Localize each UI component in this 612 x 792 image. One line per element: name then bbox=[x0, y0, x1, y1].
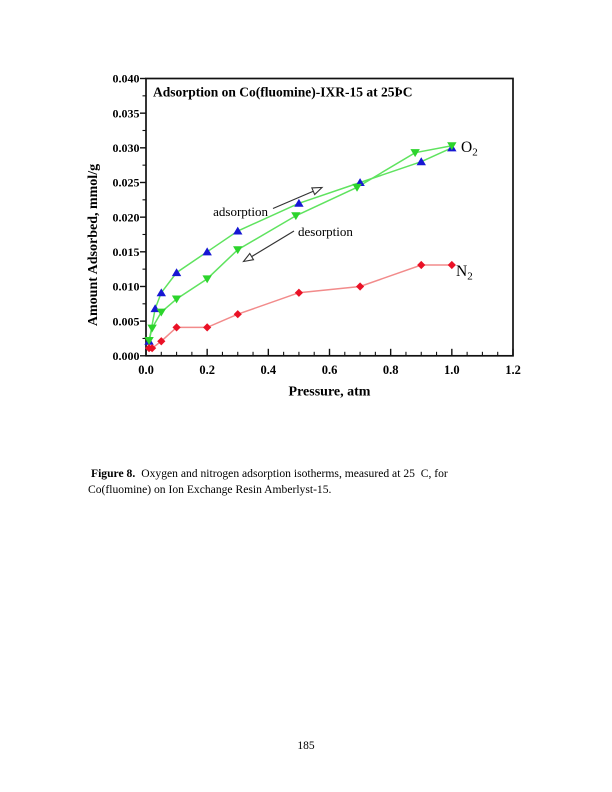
figure-8-chart: 0.0 0.2 0.4 0.6 0.8 1.0 1.2 0.000 0.005 0.010 0.01… bbox=[86, 72, 521, 400]
annotation-desorption: desorption bbox=[298, 224, 353, 239]
annotation-arrow-head-adsorption bbox=[311, 186, 324, 196]
y-tick-label: 0.005 bbox=[113, 314, 140, 328]
label-n2: N2 bbox=[456, 263, 473, 283]
x-tick-label: 0.6 bbox=[322, 363, 338, 377]
data-point-n2 bbox=[233, 310, 242, 319]
data-point-o2-desorption bbox=[410, 149, 420, 158]
x-tick-label: 0.2 bbox=[199, 363, 215, 377]
data-point-o2-desorption bbox=[233, 246, 243, 255]
data-point-n2 bbox=[417, 260, 426, 270]
data-point-o2-desorption bbox=[202, 275, 212, 284]
x-tick-label: 1.2 bbox=[505, 363, 521, 377]
data-point-o2-adsorption bbox=[156, 288, 166, 297]
y-tick-label: 0.015 bbox=[113, 245, 140, 259]
series-line-o2-desorption bbox=[148, 145, 452, 341]
plot-frame bbox=[145, 77, 514, 357]
chart-title: Adsorption on Co(fluomine)-IXR-15 at 25Þ… bbox=[153, 85, 413, 100]
page-number: 185 bbox=[297, 740, 315, 752]
data-point-n2 bbox=[157, 337, 166, 346]
series-line-o2-adsorption bbox=[148, 147, 453, 342]
data-point-o2-adsorption bbox=[202, 247, 212, 256]
data-point-o2-desorption bbox=[447, 142, 457, 151]
y-axis-label: Amount Adsorbed, mmol/g bbox=[86, 164, 101, 326]
data-point-o2-desorption bbox=[352, 183, 362, 192]
annotation-arrow-head-desorption bbox=[242, 252, 255, 263]
figure-caption-line-2: Co(fluomine) on Ion Exchange Resin Amber… bbox=[88, 482, 332, 496]
y-tick-label: 0.035 bbox=[113, 106, 140, 120]
data-point-o2-adsorption bbox=[294, 198, 304, 207]
x-tick-label: 1.0 bbox=[444, 363, 460, 377]
y-tick-label: 0.010 bbox=[113, 280, 140, 294]
x-tick-label: 0.0 bbox=[138, 363, 154, 377]
data-point-o2-desorption bbox=[171, 295, 182, 304]
label-o2: O2 bbox=[461, 139, 478, 159]
data-point-o2-adsorption bbox=[416, 157, 426, 166]
annotation-arrow-line-adsorption bbox=[272, 190, 314, 210]
series-line-n2 bbox=[149, 264, 452, 349]
data-point-n2 bbox=[355, 282, 365, 291]
data-point-n2 bbox=[294, 288, 304, 297]
y-tick-label: 0.025 bbox=[113, 176, 140, 190]
x-tick-label: 0.8 bbox=[383, 363, 399, 377]
y-tick-label: 0.000 bbox=[113, 349, 140, 363]
data-point-n2 bbox=[148, 344, 157, 353]
data-point-o2-adsorption bbox=[171, 268, 182, 277]
annotation-adsorption: adsorption bbox=[213, 204, 268, 219]
data-point-o2-desorption bbox=[156, 308, 166, 317]
x-tick-label: 0.4 bbox=[261, 363, 277, 377]
data-point-o2-desorption bbox=[147, 324, 157, 333]
figure-caption-label: Figure 8. bbox=[91, 467, 136, 480]
data-point-n2 bbox=[172, 323, 181, 332]
data-point-o2-desorption bbox=[144, 337, 154, 345]
figure-caption: Figure 8. Oxygen and nitrogen adsorption … bbox=[88, 466, 508, 497]
y-tick-label: 0.040 bbox=[113, 72, 140, 86]
data-point-o2-adsorption bbox=[233, 226, 243, 235]
y-tick-label: 0.020 bbox=[113, 210, 140, 224]
figure-caption-text: Oxygen and nitrogen adsorption isotherms… bbox=[141, 467, 448, 480]
data-point-o2-desorption bbox=[291, 212, 301, 221]
data-point-n2 bbox=[203, 323, 212, 332]
x-axis-label: Pressure, atm bbox=[289, 385, 371, 400]
y-tick-label: 0.030 bbox=[113, 141, 140, 155]
data-point-n2 bbox=[447, 260, 456, 270]
figure-caption-line-1: Figure 8. Oxygen and nitrogen adsorption … bbox=[88, 466, 508, 482]
annotation-arrow-line-desorption bbox=[251, 230, 295, 258]
